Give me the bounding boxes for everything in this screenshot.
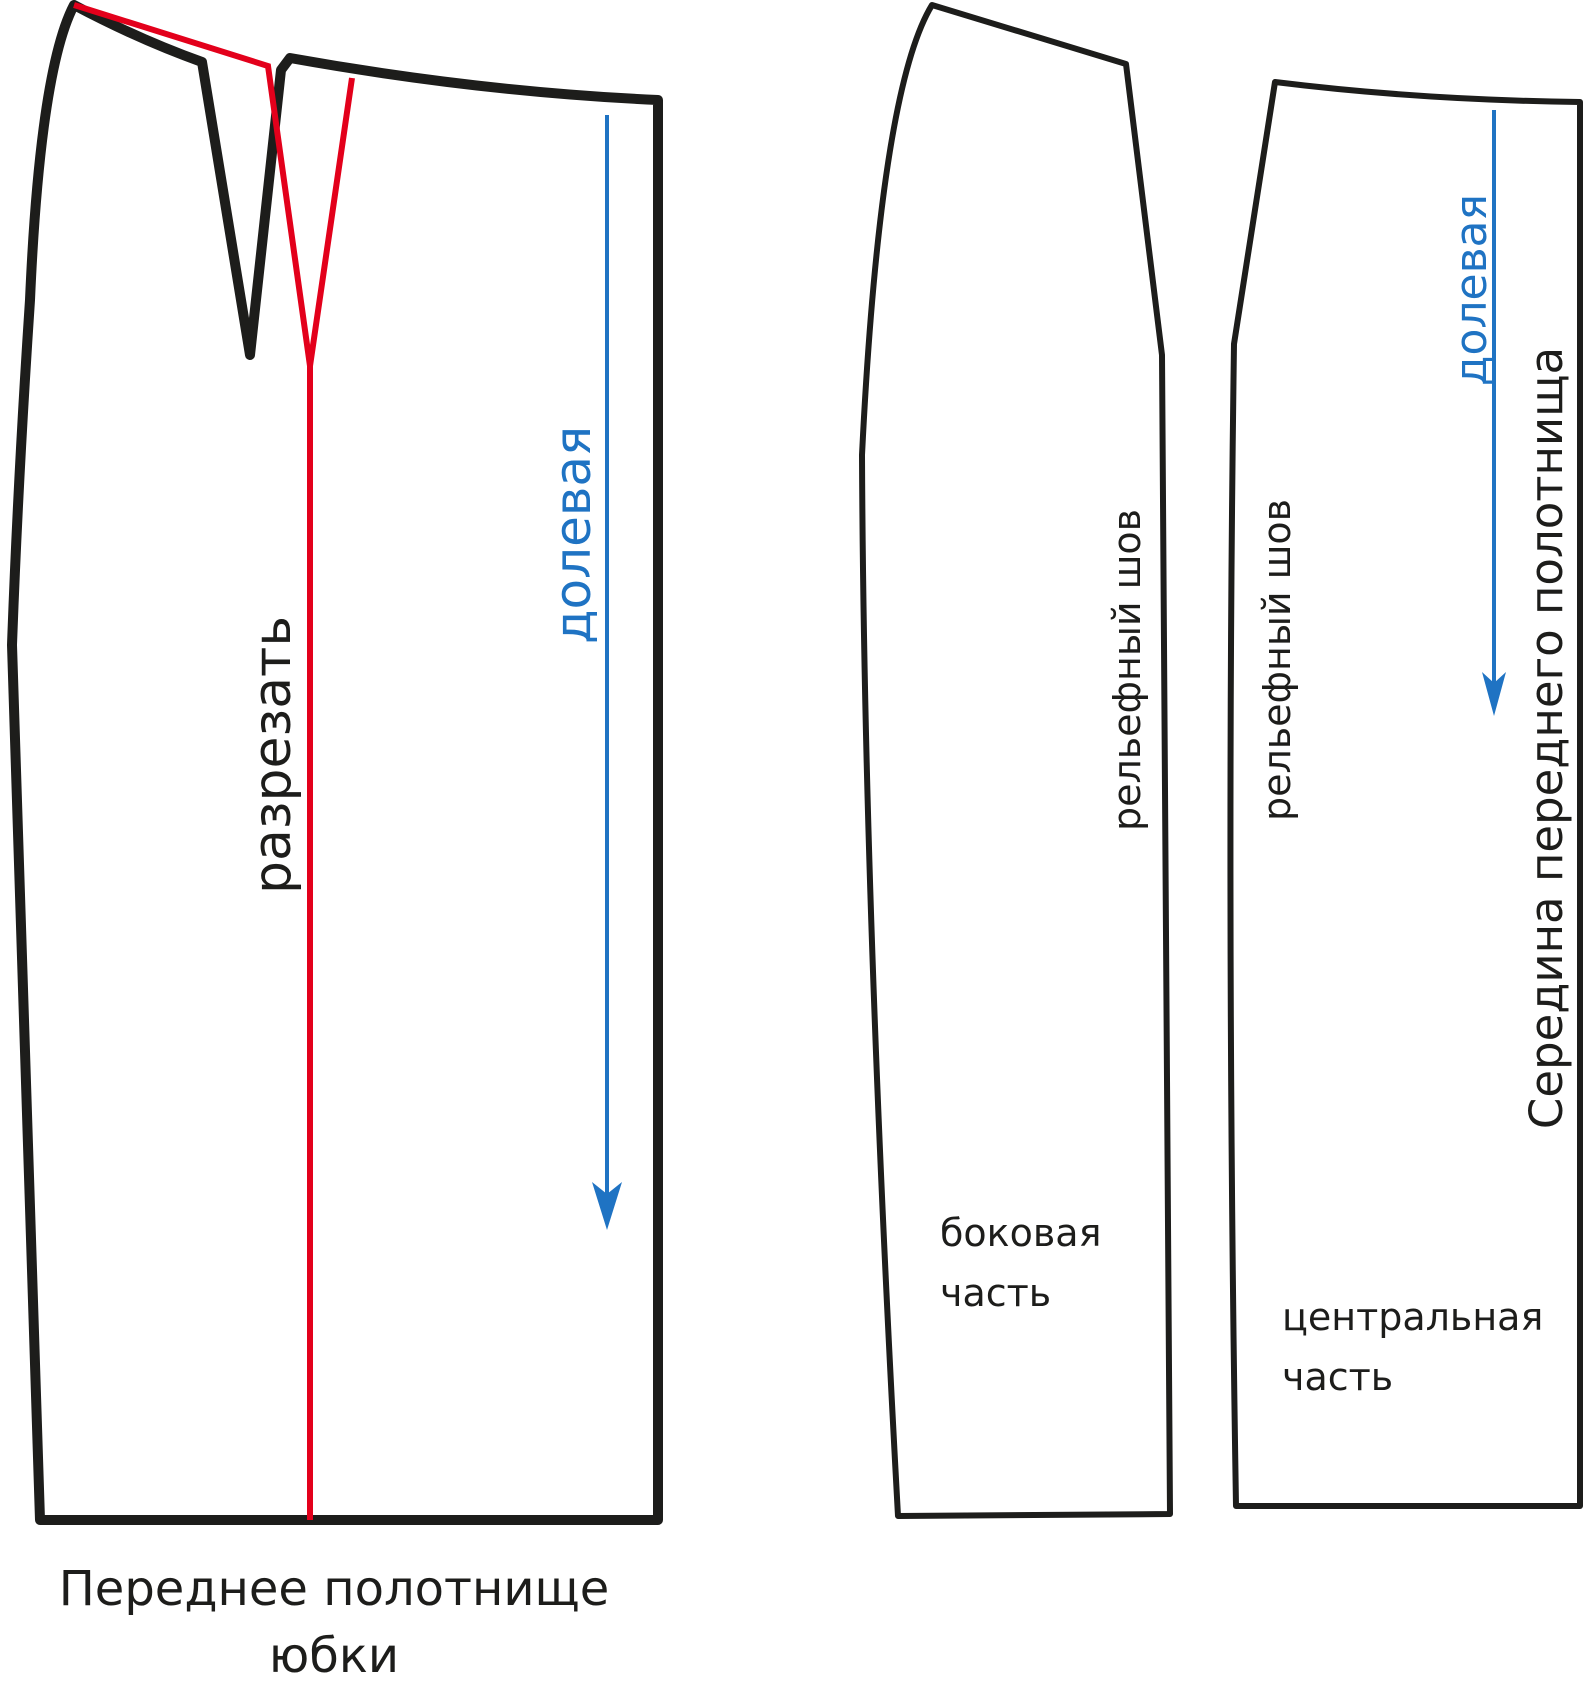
arrow-down-icon: [592, 1182, 622, 1230]
front-caption-line1: Переднее полотнище: [59, 1561, 610, 1617]
side-part-outline: [859, 2, 1173, 1519]
red-cut-waist-line: [73, 2, 355, 367]
center-part-label-line2: часть: [1282, 1355, 1393, 1399]
side-part-label-line2: часть: [940, 1271, 1051, 1315]
center-front-label: Середина переднего полотнища: [1520, 347, 1573, 1129]
grain-label-front: долевая: [544, 426, 602, 644]
center-part-panel: [1227, 79, 1583, 1509]
front-skirt-panel: [7, 0, 663, 1525]
cut-label: разрезать: [243, 616, 303, 894]
front-panel-outline: [7, 0, 663, 1525]
side-part-label-line1: боковая: [940, 1211, 1101, 1255]
front-caption-line2: юбки: [269, 1628, 399, 1684]
relief-seam-label-center: рельефный шов: [1255, 499, 1299, 821]
grain-label-center: долевая: [1446, 194, 1497, 386]
center-part-label-line1: центральная: [1282, 1295, 1543, 1339]
side-part-panel: [859, 2, 1173, 1519]
center-part-outline: [1227, 79, 1583, 1509]
relief-seam-label-side: рельефный шов: [1105, 509, 1149, 831]
arrow-down-icon: [1482, 672, 1506, 716]
